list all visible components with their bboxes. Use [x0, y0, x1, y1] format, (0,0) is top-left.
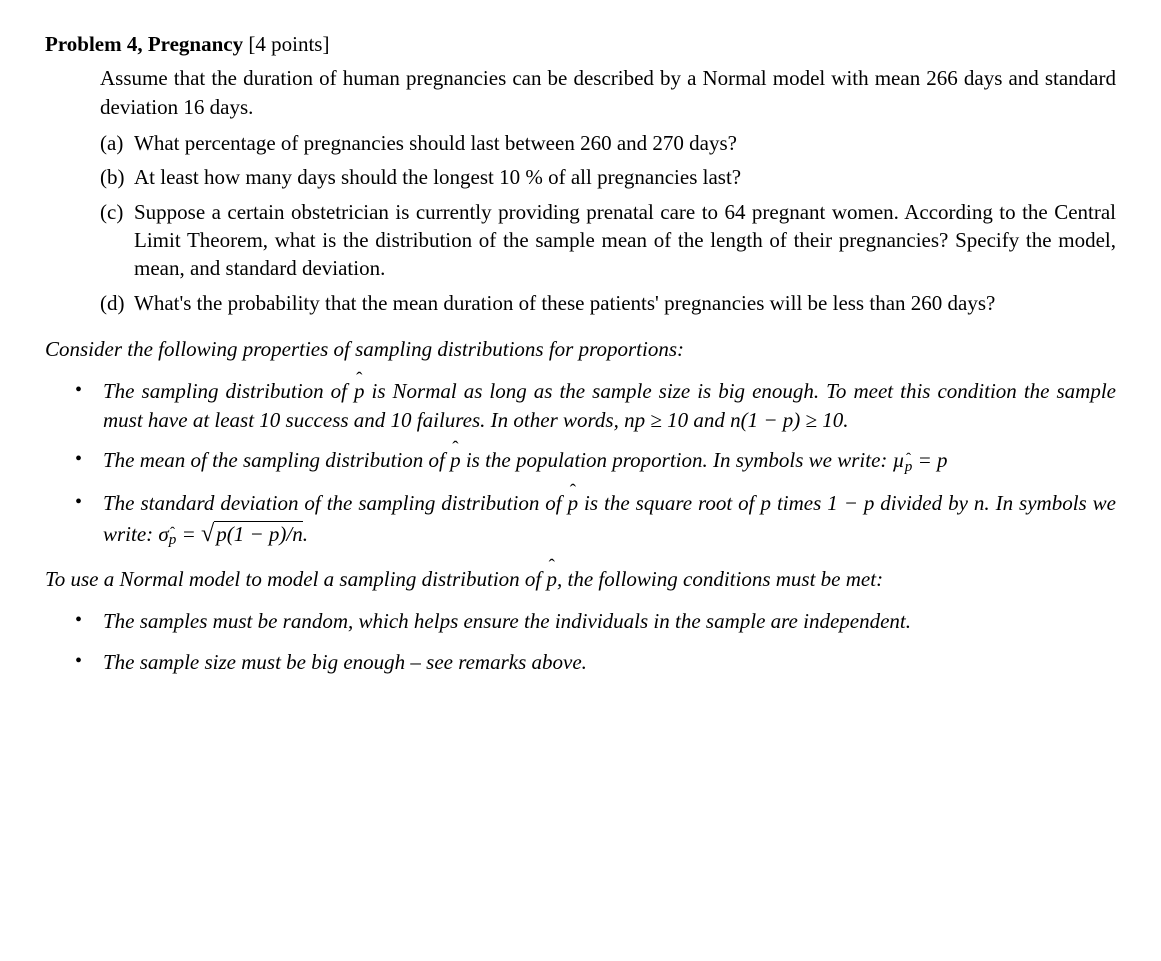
math-inline: =: [176, 522, 201, 546]
to-use-paragraph: To use a Normal model to model a samplin…: [45, 565, 1116, 593]
sqrt-argument: p(1 − p)/n: [214, 520, 303, 548]
text-run: .: [303, 522, 308, 546]
text-run: , the following conditions must be met:: [557, 567, 883, 591]
part-label: (a): [100, 129, 134, 157]
part-text: What's the probability that the mean dur…: [134, 289, 1116, 317]
text-run: times 1 −: [771, 491, 864, 515]
phat-symbol: p: [547, 565, 558, 593]
text-run: is the square root of: [578, 491, 760, 515]
text-run: To use a Normal model to model a samplin…: [45, 567, 547, 591]
text-run: The sampling distribution of: [103, 379, 354, 403]
subscript-phat: p: [169, 530, 177, 550]
math-inline: p: [760, 491, 771, 515]
part-a: (a) What percentage of pregnancies shoul…: [100, 129, 1116, 157]
part-b: (b) At least how many days should the lo…: [100, 163, 1116, 191]
consider-heading: Consider the following properties of sam…: [45, 335, 1116, 363]
page: Problem 4, Pregnancy [4 points] Assume t…: [0, 0, 1161, 961]
problem-intro: Assume that the duration of human pregna…: [100, 64, 1116, 121]
property-text: The standard deviation of the sampling d…: [103, 489, 1116, 551]
part-c: (c) Suppose a certain obstetrician is cu…: [100, 198, 1116, 283]
subscript-phat: p: [905, 457, 913, 477]
properties-list: The sampling distribution of p is Normal…: [75, 377, 1116, 550]
math-inline: n(1 − p) ≥ 10: [730, 408, 843, 432]
property-text: The mean of the sampling distribution of…: [103, 446, 1116, 477]
part-text: Suppose a certain obstetrician is curren…: [134, 198, 1116, 283]
math-inline: p: [864, 491, 875, 515]
property-item: The sampling distribution of p is Normal…: [75, 377, 1116, 434]
part-d: (d) What's the probability that the mean…: [100, 289, 1116, 317]
problem-parts: (a) What percentage of pregnancies shoul…: [100, 129, 1116, 317]
phat-symbol: p: [450, 446, 461, 474]
part-label: (d): [100, 289, 134, 317]
math-inline: n: [974, 491, 985, 515]
problem-title: Problem 4, Pregnancy [4 points]: [45, 30, 1116, 58]
text-run: The mean of the sampling distribution of: [103, 448, 450, 472]
condition-text: The sample size must be big enough – see…: [103, 648, 1116, 676]
part-label: (b): [100, 163, 134, 191]
math-sigma: σ: [158, 522, 168, 546]
text-run: and: [688, 408, 730, 432]
part-text: At least how many days should the longes…: [134, 163, 1116, 191]
text-run: .: [843, 408, 848, 432]
math-inline: np ≥ 10: [624, 408, 688, 432]
conditions-list: The samples must be random, which helps …: [75, 607, 1116, 676]
radical-icon: √: [201, 520, 214, 547]
text-run: is the population proportion. In symbols…: [461, 448, 893, 472]
text-run: divided by: [874, 491, 974, 515]
condition-item: The samples must be random, which helps …: [75, 607, 1116, 635]
phat-symbol: p: [568, 489, 579, 517]
condition-text: The samples must be random, which helps …: [103, 607, 1116, 635]
part-text: What percentage of pregnancies should la…: [134, 129, 1116, 157]
phat-symbol: p: [354, 377, 365, 405]
title-points: [4 points]: [243, 32, 329, 56]
property-text: The sampling distribution of p is Normal…: [103, 377, 1116, 434]
property-item: The mean of the sampling distribution of…: [75, 446, 1116, 477]
property-item: The standard deviation of the sampling d…: [75, 489, 1116, 551]
title-bold: Problem 4, Pregnancy: [45, 32, 243, 56]
math-mu: µ: [893, 448, 905, 472]
text-run: The standard deviation of the sampling d…: [103, 491, 568, 515]
part-label: (c): [100, 198, 134, 283]
math-inline: = p: [912, 448, 947, 472]
condition-item: The sample size must be big enough – see…: [75, 648, 1116, 676]
